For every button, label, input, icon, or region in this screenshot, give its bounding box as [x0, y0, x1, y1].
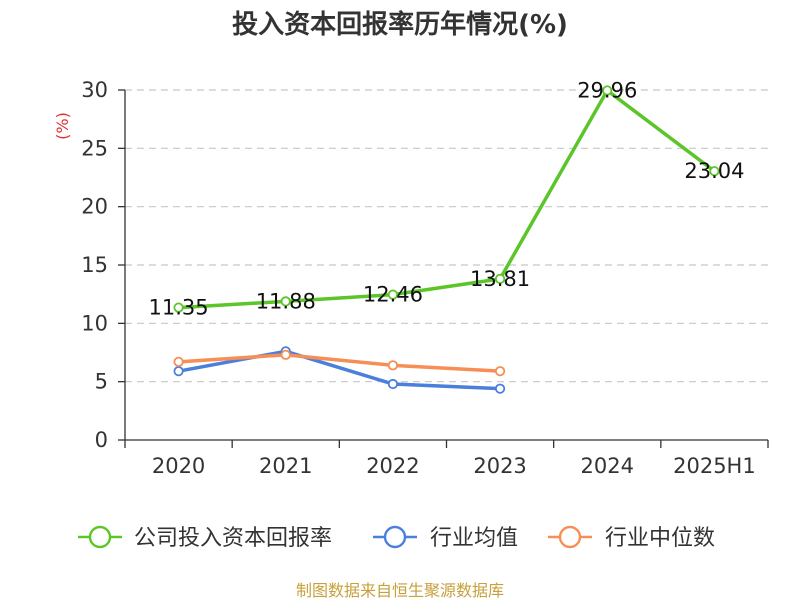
- y-axis-label: (%): [53, 112, 72, 140]
- data-point: [494, 273, 506, 284]
- x-tick-label: 2021: [259, 454, 312, 478]
- series-line: [176, 88, 717, 310]
- legend-item: 行业均值: [373, 525, 518, 551]
- data-labels: 11.35 11.88 12.46 13.81 29.96 23.04: [149, 78, 745, 319]
- x-tick-label: 2024: [581, 454, 634, 478]
- data-point: [387, 289, 399, 300]
- data-label: 11.88: [256, 289, 316, 313]
- series-line: [176, 353, 502, 373]
- y-tick-label: 30: [81, 78, 108, 102]
- data-point: [173, 302, 184, 313]
- y-tick-label: 15: [81, 253, 108, 277]
- data-point: [173, 366, 184, 377]
- data-point: [280, 296, 291, 307]
- data-point: [494, 383, 506, 394]
- x-tick-label: 2025H1: [673, 454, 756, 478]
- x-tick-label: 2022: [366, 454, 419, 478]
- y-tick-label: 5: [95, 370, 108, 394]
- data-point: [709, 166, 720, 177]
- axes: 0 5 10 15 20 25 30 2020 2021 2022 2023 2024 2025H1: [81, 78, 769, 478]
- legend-item: 行业中位数: [548, 525, 715, 551]
- data-label: 11.35: [149, 296, 209, 320]
- series-0: [173, 85, 720, 313]
- series-line: [176, 349, 502, 391]
- data-point: [494, 366, 506, 377]
- x-tick-label: 2020: [152, 454, 205, 478]
- data-point: [387, 378, 399, 390]
- data-point: [173, 356, 184, 367]
- data-label: 13.81: [470, 267, 530, 291]
- legend-marker: [558, 525, 582, 549]
- data-point: [387, 360, 399, 371]
- x-tick-label: 2023: [473, 454, 526, 478]
- y-tick-label: 10: [81, 311, 108, 335]
- series-layer: [173, 85, 720, 394]
- series-2: [173, 349, 506, 377]
- legend-marker: [88, 525, 112, 549]
- legend-label: 公司投入资本回报率: [134, 526, 332, 551]
- legend-label: 行业均值: [430, 526, 518, 551]
- legend-label: 行业中位数: [605, 526, 715, 551]
- data-label: 29.96: [577, 78, 637, 102]
- chart-title: 投入资本回报率历年情况(%): [232, 9, 568, 40]
- source-note: 制图数据来自恒生聚源数据库: [296, 581, 504, 600]
- y-tick-label: 20: [81, 195, 108, 219]
- legend-marker: [383, 525, 407, 549]
- legend: 公司投入资本回报率 行业均值 行业中位数: [78, 525, 715, 551]
- grid-lines: [125, 89, 768, 383]
- legend-item: 公司投入资本回报率: [78, 525, 332, 551]
- y-tick-label: 0: [95, 428, 108, 452]
- data-point: [602, 85, 613, 96]
- data-label: 23.04: [684, 159, 744, 183]
- y-tick-label: 25: [81, 136, 108, 160]
- data-label: 12.46: [363, 283, 423, 307]
- data-point: [280, 349, 291, 360]
